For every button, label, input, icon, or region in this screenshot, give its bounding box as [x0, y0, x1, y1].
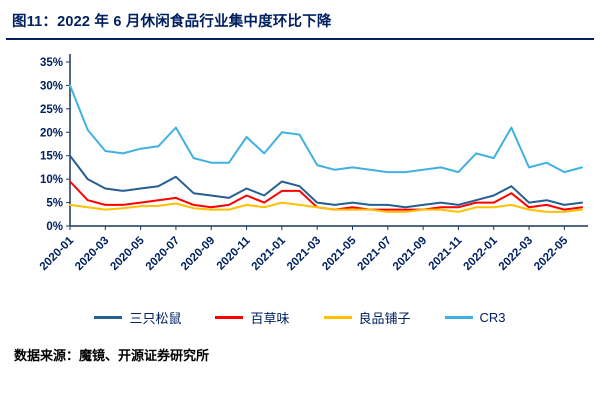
legend-item-cr3: CR3 — [444, 310, 506, 325]
y-tick-label: 15% — [40, 151, 63, 163]
legend-swatch-baicaowei — [215, 316, 244, 319]
y-tick-label: 35% — [40, 57, 63, 69]
x-tick-label: 2021-11 — [427, 234, 465, 272]
y-tick-label: 20% — [40, 127, 63, 139]
legend-item-baicaowei: 百草味 — [215, 308, 290, 327]
x-tick-label: 2022-05 — [532, 234, 571, 273]
y-tick-label: 25% — [40, 104, 63, 116]
legend-label-three-squirrels: 三只松鼠 — [129, 311, 182, 326]
x-tick-label: 2020-07 — [144, 235, 182, 273]
x-tick-label: 2021-01 — [250, 234, 289, 273]
x-tick-label: 2020-01 — [38, 234, 77, 273]
x-tick-label: 2021-07 — [356, 235, 394, 273]
x-tick-label: 2020-03 — [73, 235, 111, 273]
series-line-three-squirrels — [69, 154, 583, 209]
x-tick-label: 2021-03 — [285, 235, 323, 273]
series-line-cr3 — [69, 84, 583, 174]
figure-header: 图11：2022 年 6 月休闲食品行业集中度环比下降 — [6, 6, 594, 40]
legend-label-bestore: 良品铺子 — [358, 311, 411, 326]
x-tick-label: 2021-05 — [320, 234, 359, 273]
x-tick-label: 2021-09 — [391, 235, 429, 273]
y-tick-label: 5% — [46, 198, 63, 210]
figure-title: 图11：2022 年 6 月休闲食品行业集中度环比下降 — [12, 14, 332, 30]
x-tick-label: 2020-11 — [215, 234, 253, 272]
series-line-bestore — [69, 201, 583, 213]
legend-item-three-squirrels: 三只松鼠 — [94, 308, 181, 327]
legend-label-cr3: CR3 — [479, 310, 506, 325]
legend-swatch-cr3 — [444, 316, 473, 319]
x-tick-label: 2022-01 — [462, 234, 501, 273]
legend: 三只松鼠 百草味 良品铺子 CR3 — [6, 308, 594, 327]
legend-swatch-three-squirrels — [94, 316, 123, 319]
y-tick-label: 0% — [46, 221, 63, 233]
y-tick-label: 30% — [40, 80, 63, 92]
legend-swatch-bestore — [323, 316, 352, 319]
x-tick-label: 2020-09 — [179, 235, 217, 273]
concentration-line-chart: 0%5%10%15%20%25%30%35%2020-012020-032020… — [38, 54, 588, 273]
legend-label-baicaowei: 百草味 — [250, 311, 290, 326]
x-tick-label: 2020-05 — [108, 234, 147, 273]
x-tick-label: 2022-03 — [497, 235, 535, 273]
legend-item-bestore: 良品铺子 — [323, 308, 411, 327]
y-tick-label: 10% — [40, 174, 63, 186]
data-source: 数据来源：魔镜、开源证券研究所 — [14, 348, 210, 363]
